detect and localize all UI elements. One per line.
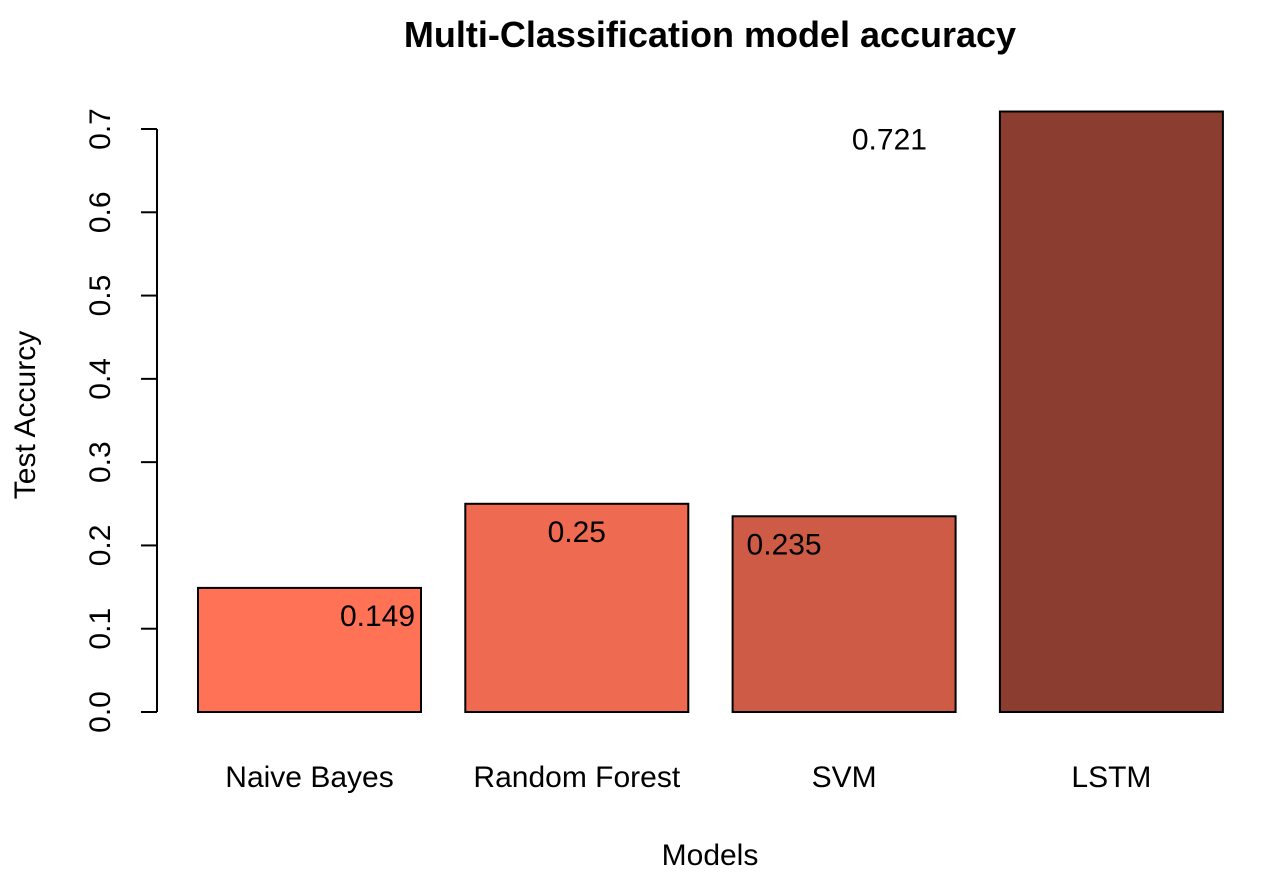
y-tick-label: 0.5 <box>84 275 117 317</box>
x-category-label: Naive Bayes <box>225 761 393 794</box>
y-axis-label: Test Accurcy <box>9 331 42 499</box>
bar-value-labels: 0.149 0.25 0.235 0.721 <box>340 124 927 633</box>
bar <box>731 515 957 713</box>
bar-value-label: 0.235 <box>747 528 822 561</box>
y-tick-label: 0.1 <box>84 608 117 650</box>
y-tick-label: 0.7 <box>84 108 117 150</box>
y-tick-label: 0.4 <box>84 358 117 400</box>
y-tick-label: 0.6 <box>84 191 117 233</box>
bar-value-label: 0.25 <box>548 516 606 549</box>
x-category-label: SVM <box>812 761 877 794</box>
chart-title: Multi-Classification model accuracy <box>404 14 1016 55</box>
y-tick-label: 0.2 <box>84 525 117 567</box>
x-category-label: LSTM <box>1071 761 1151 794</box>
y-tick-label: 0.3 <box>84 441 117 483</box>
x-category-labels: Naive Bayes Random Forest SVM LSTM <box>225 761 1151 794</box>
x-category-label: Random Forest <box>473 761 680 794</box>
bar-value-label: 0.149 <box>340 600 415 633</box>
bar <box>197 586 422 714</box>
bars <box>197 110 1224 714</box>
bar-value-label: 0.721 <box>852 124 927 157</box>
bar <box>464 502 690 713</box>
bar <box>998 110 1224 713</box>
x-axis-label: Models <box>662 839 759 872</box>
y-tick-label: 0.0 <box>84 691 117 733</box>
y-axis: 0.0 0.1 0.2 0.3 0.4 0.5 0.6 0.7 <box>84 108 158 733</box>
